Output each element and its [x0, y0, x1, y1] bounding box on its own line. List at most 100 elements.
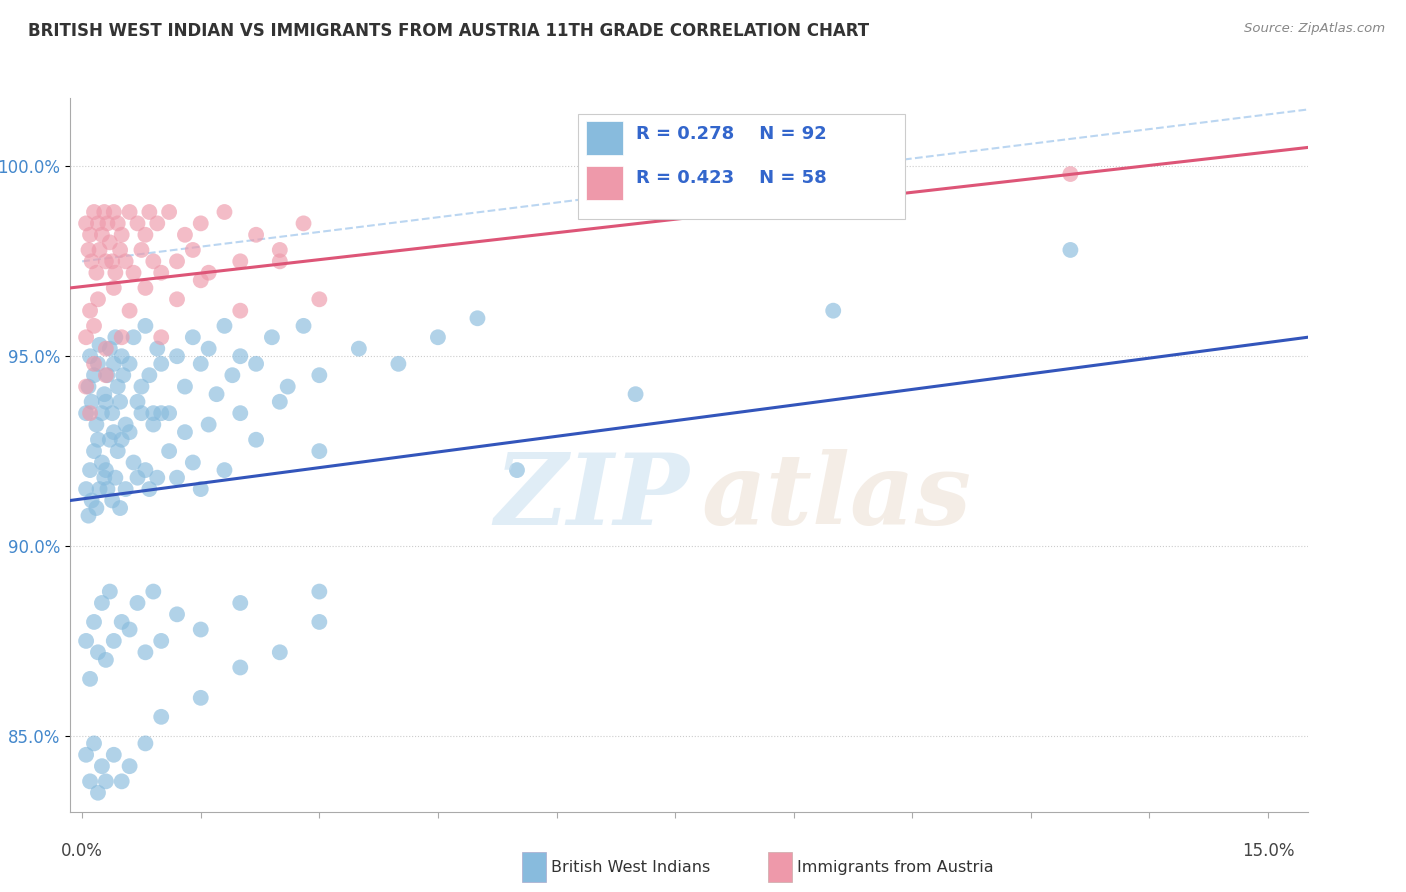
Point	[221, 368, 243, 383]
Point	[308, 444, 330, 458]
Point	[114, 482, 136, 496]
Point	[90, 759, 112, 773]
Point	[1059, 167, 1081, 181]
Point	[75, 216, 97, 230]
FancyBboxPatch shape	[586, 166, 623, 200]
Point	[122, 266, 145, 280]
Point	[134, 227, 156, 242]
Point	[77, 243, 100, 257]
Point	[101, 406, 124, 420]
Point	[166, 607, 188, 622]
Point	[94, 342, 117, 356]
Point	[108, 243, 131, 257]
Point	[166, 254, 188, 268]
Point	[142, 406, 165, 420]
Point	[308, 293, 330, 307]
Point	[146, 342, 169, 356]
Point	[127, 596, 149, 610]
Point	[229, 349, 252, 363]
Point	[131, 406, 153, 420]
Point	[111, 227, 134, 242]
Point	[83, 357, 105, 371]
Point	[308, 368, 330, 383]
Point	[94, 463, 117, 477]
Text: atlas: atlas	[702, 450, 972, 546]
Point	[269, 645, 291, 659]
Point	[190, 216, 212, 230]
Point	[245, 433, 267, 447]
Point	[205, 387, 228, 401]
Point	[229, 254, 252, 268]
Point	[83, 318, 105, 333]
Point	[77, 379, 100, 393]
Point	[96, 368, 118, 383]
Point	[190, 357, 212, 371]
Point	[96, 216, 118, 230]
Point	[93, 387, 115, 401]
Point	[83, 444, 105, 458]
Point	[134, 318, 156, 333]
Point	[308, 615, 330, 629]
Point	[181, 330, 204, 344]
Point	[114, 417, 136, 432]
Point	[131, 243, 153, 257]
Point	[150, 710, 173, 724]
Point	[75, 482, 97, 496]
Point	[87, 357, 110, 371]
Point	[127, 394, 149, 409]
Point	[87, 645, 110, 659]
Point	[93, 471, 115, 485]
Point	[269, 254, 291, 268]
Point	[214, 205, 236, 219]
Point	[94, 254, 117, 268]
Point	[197, 342, 219, 356]
Point	[190, 482, 212, 496]
Point	[114, 254, 136, 268]
Point	[229, 596, 252, 610]
Point	[108, 501, 131, 516]
Point	[87, 293, 110, 307]
Text: British West Indians: British West Indians	[551, 860, 710, 874]
Point	[94, 394, 117, 409]
Point	[134, 463, 156, 477]
Point	[90, 227, 112, 242]
Point	[75, 634, 97, 648]
Point	[79, 672, 101, 686]
Point	[103, 747, 125, 762]
Point	[426, 330, 449, 344]
Point	[87, 216, 110, 230]
Point	[80, 254, 103, 268]
Point	[103, 205, 125, 219]
Point	[104, 266, 127, 280]
Point	[83, 615, 105, 629]
Point	[89, 338, 111, 352]
Point	[138, 368, 160, 383]
Point	[292, 216, 315, 230]
Point	[94, 368, 117, 383]
Text: 15.0%: 15.0%	[1241, 842, 1295, 860]
Point	[103, 425, 125, 439]
Point	[101, 493, 124, 508]
Point	[87, 786, 110, 800]
Point	[134, 281, 156, 295]
Point	[98, 584, 121, 599]
Point	[83, 736, 105, 750]
Point	[127, 471, 149, 485]
Point	[86, 501, 108, 516]
Point	[111, 774, 134, 789]
Point	[146, 471, 169, 485]
Point	[118, 623, 141, 637]
Point	[131, 379, 153, 393]
Point	[823, 303, 845, 318]
Point	[90, 596, 112, 610]
Point	[101, 254, 124, 268]
Point	[174, 379, 197, 393]
Point	[89, 482, 111, 496]
Point	[134, 736, 156, 750]
Point	[138, 482, 160, 496]
Point	[181, 456, 204, 470]
Point	[75, 406, 97, 420]
Point	[111, 349, 134, 363]
Point	[87, 433, 110, 447]
Point	[94, 774, 117, 789]
